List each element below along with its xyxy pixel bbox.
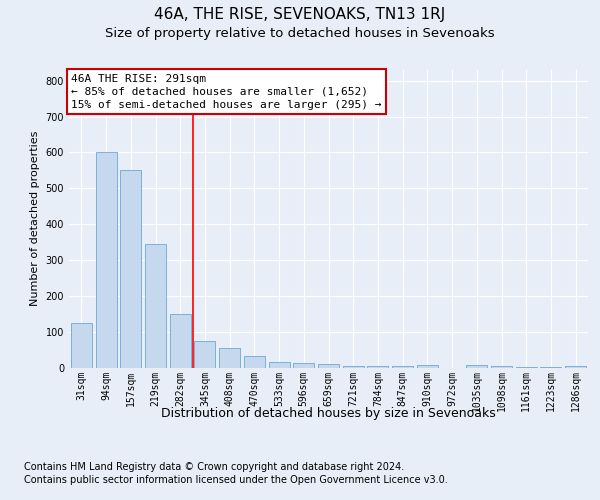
Bar: [565, 366, 586, 368]
Bar: [466, 365, 487, 368]
Text: Size of property relative to detached houses in Sevenoaks: Size of property relative to detached ho…: [105, 28, 495, 40]
Bar: [293, 363, 314, 368]
Bar: [170, 314, 191, 368]
Bar: [417, 364, 438, 368]
Text: 46A, THE RISE, SEVENOAKS, TN13 1RJ: 46A, THE RISE, SEVENOAKS, TN13 1RJ: [154, 8, 446, 22]
Text: Contains public sector information licensed under the Open Government Licence v3: Contains public sector information licen…: [24, 475, 448, 485]
Bar: [318, 364, 339, 368]
Bar: [491, 366, 512, 368]
Bar: [244, 356, 265, 368]
Bar: [269, 362, 290, 368]
Bar: [120, 170, 141, 368]
Bar: [392, 366, 413, 368]
Text: 46A THE RISE: 291sqm
← 85% of detached houses are smaller (1,652)
15% of semi-de: 46A THE RISE: 291sqm ← 85% of detached h…: [71, 74, 382, 110]
Bar: [219, 348, 240, 368]
Bar: [95, 152, 116, 368]
Bar: [343, 366, 364, 368]
Bar: [516, 367, 537, 368]
Bar: [145, 244, 166, 368]
Text: Distribution of detached houses by size in Sevenoaks: Distribution of detached houses by size …: [161, 408, 496, 420]
Text: Contains HM Land Registry data © Crown copyright and database right 2024.: Contains HM Land Registry data © Crown c…: [24, 462, 404, 472]
Bar: [367, 366, 388, 368]
Bar: [194, 340, 215, 367]
Bar: [71, 322, 92, 368]
Y-axis label: Number of detached properties: Number of detached properties: [30, 131, 40, 306]
